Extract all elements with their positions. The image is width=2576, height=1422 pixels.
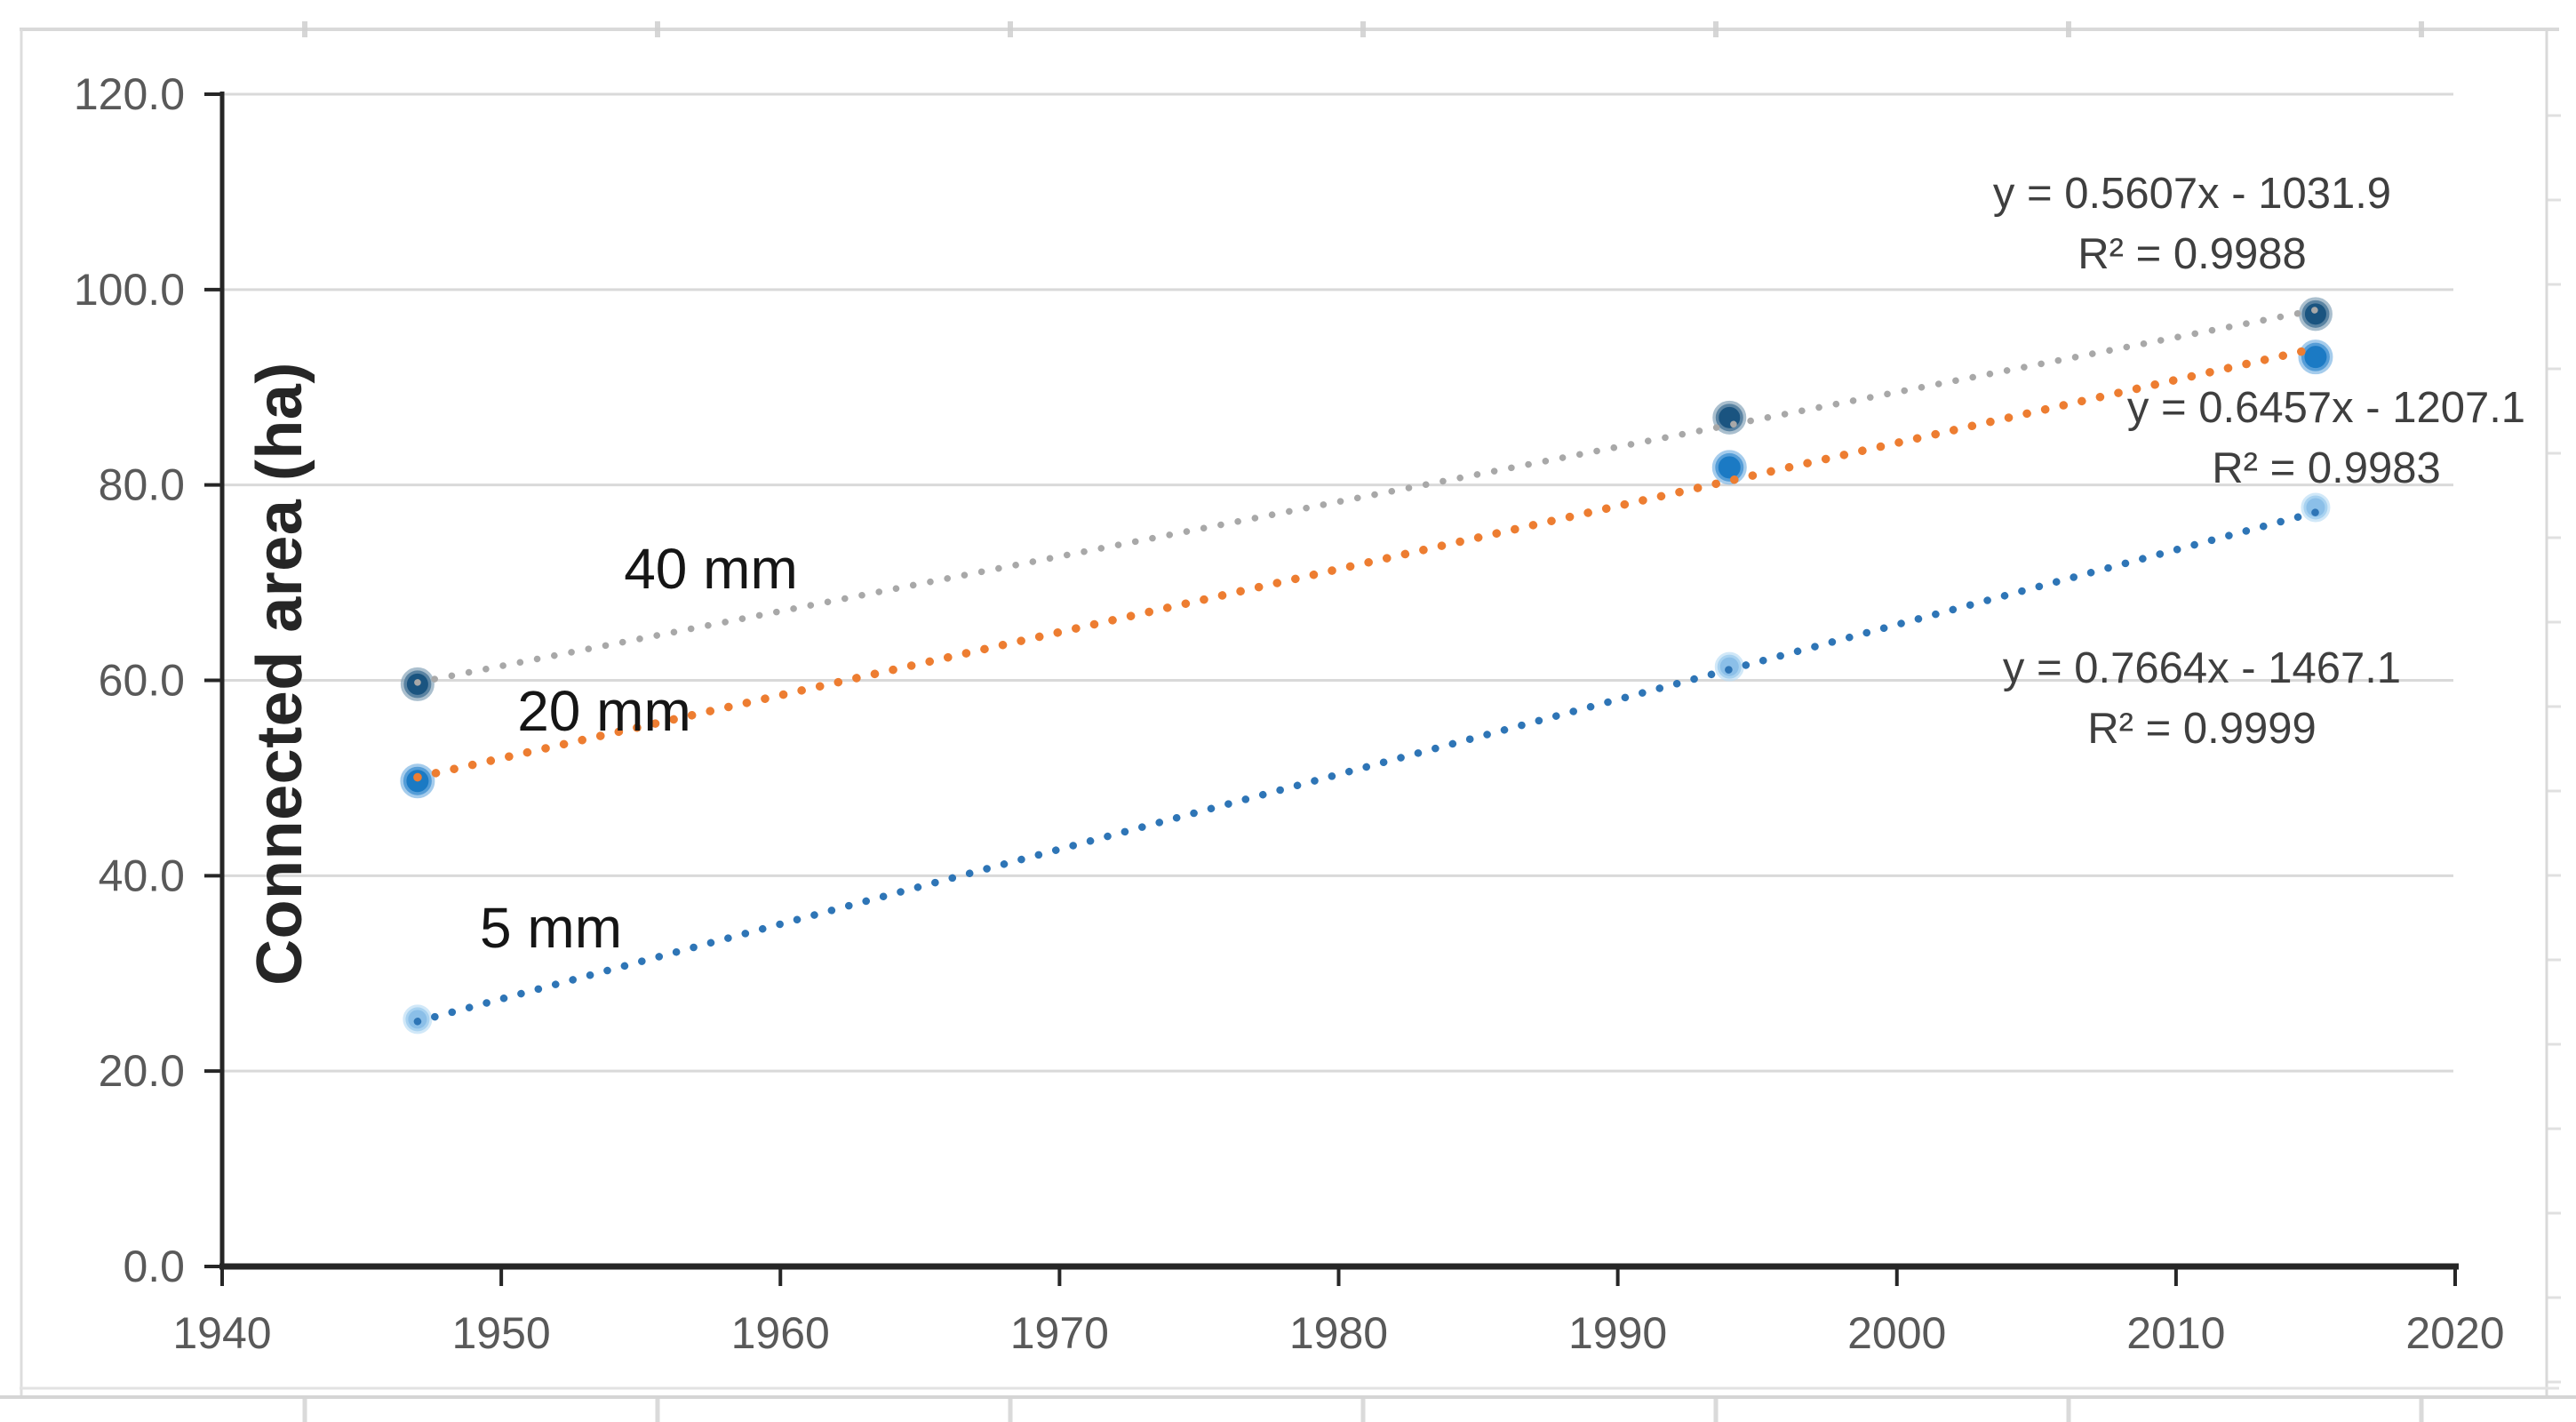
series-label-20mm: 20 mm [517, 679, 691, 743]
y-tick-label: 0.0 [123, 1242, 185, 1291]
y-tick-label: 40.0 [99, 851, 185, 900]
x-tick-label: 1960 [731, 1308, 830, 1358]
y-tick-label: 20.0 [99, 1046, 185, 1096]
marker-20mm-2015 [2298, 340, 2333, 375]
trendline-equation-20mm: y = 0.6457x - 1207.1 R² = 0.9983 [2127, 378, 2525, 499]
series-label-5mm: 5 mm [480, 896, 622, 960]
marker-40mm-2015 [2298, 297, 2333, 332]
r-squared-text: R² = 0.9983 [2212, 444, 2441, 492]
y-tick-label: 60.0 [99, 656, 185, 706]
x-tick-label: 1970 [1010, 1308, 1109, 1358]
trendline-20mm [413, 344, 2320, 782]
y-axis-title: Connected area (ha) [244, 362, 315, 986]
trendline-5mm [413, 508, 2320, 1026]
trendline-equation-5mm: y = 0.7664x - 1467.1 R² = 0.9999 [2003, 638, 2401, 759]
y-tick-label: 100.0 [74, 265, 185, 315]
x-tick-label: 1950 [452, 1308, 551, 1358]
series-label-40mm: 40 mm [624, 537, 798, 601]
x-tick-label: 1940 [172, 1308, 271, 1358]
r-squared-text: R² = 0.9988 [2078, 230, 2307, 278]
trendline-40mm [414, 307, 2319, 686]
y-tick-label: 120.0 [74, 69, 185, 119]
y-tick-label: 80.0 [99, 460, 185, 510]
r-squared-text: R² = 0.9999 [2087, 705, 2317, 753]
marker-5mm-2015 [2301, 492, 2331, 523]
x-tick-label: 1990 [1568, 1308, 1667, 1358]
equation-text: y = 0.7664x - 1467.1 [2002, 644, 2402, 692]
equation-text: y = 0.6457x - 1207.1 [2126, 384, 2526, 432]
x-tick-label: 2020 [2405, 1308, 2504, 1358]
x-tick-label: 2000 [1847, 1308, 1946, 1358]
trendline-equation-40mm: y = 0.5607x - 1031.9 R² = 0.9988 [1993, 164, 2391, 284]
x-tick-label: 2010 [2126, 1308, 2225, 1358]
marker-20mm-1994 [1711, 450, 1747, 485]
equation-text: y = 0.5607x - 1031.9 [1992, 170, 2392, 218]
x-tick-label: 1980 [1289, 1308, 1388, 1358]
